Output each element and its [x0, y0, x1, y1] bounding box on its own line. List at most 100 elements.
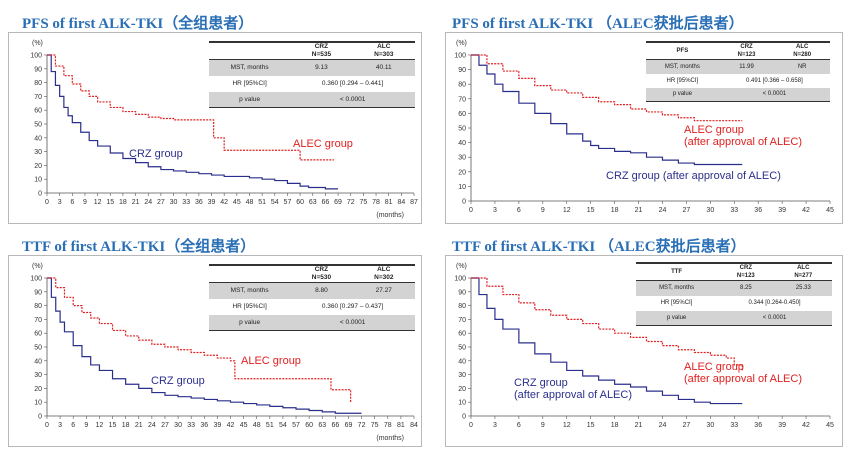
y-tick-label: 20: [34, 386, 42, 393]
y-tick-label: 70: [34, 94, 42, 101]
series-label-alec: (after approval of ALEC): [684, 373, 802, 385]
x-axis-label: (months): [376, 212, 404, 219]
y-tick-label: 20: [458, 386, 466, 393]
y-tick-label: 0: [462, 199, 466, 206]
table-header-crz: CRZ N=530: [290, 264, 353, 283]
table-row-label: p value: [646, 87, 719, 102]
x-tick-label: 45: [826, 422, 834, 429]
table-row-label: p value: [636, 310, 718, 326]
x-tick-label: 27: [157, 199, 165, 206]
x-tick-label: 45: [826, 207, 834, 214]
y-tick-label: 80: [34, 80, 42, 87]
y-tick-label: 0: [38, 414, 42, 421]
y-tick-label: 60: [458, 331, 466, 338]
table-row-label: HR [95%CI]: [666, 77, 699, 84]
panel-title-bl: TTF of first ALK-TKI（全组患者）: [22, 239, 256, 255]
y-axis-label: (%): [456, 40, 467, 47]
x-tick-label: 57: [284, 199, 292, 206]
x-tick-label: 72: [358, 422, 366, 429]
x-tick-label: 39: [213, 422, 221, 429]
y-tick-label: 30: [458, 155, 466, 162]
x-tick-label: 36: [754, 422, 762, 429]
x-tick-label: 75: [359, 199, 367, 206]
table-cell-p: < 0.0001: [290, 314, 415, 331]
y-tick-label: 10: [458, 184, 466, 191]
table-cell-alc: 27.27: [352, 282, 415, 299]
y-axis-label: (%): [32, 40, 43, 47]
summary-table-ttf-after: TTF CRZ N=123 ALC N=277 MST, months 8.25…: [636, 262, 832, 326]
x-tick-label: 18: [119, 199, 127, 206]
x-tick-label: 12: [563, 422, 571, 429]
x-tick-label: 33: [730, 422, 738, 429]
y-tick-label: 40: [458, 140, 466, 147]
series-label-alec: ALEC group: [241, 355, 301, 367]
x-tick-label: 0: [45, 422, 49, 429]
x-tick-label: 57: [292, 422, 300, 429]
table-row-label: p value: [209, 91, 291, 108]
y-tick-label: 90: [34, 289, 42, 296]
y-tick-label: 70: [34, 317, 42, 324]
y-tick-label: 10: [34, 400, 42, 407]
y-tick-label: 40: [34, 135, 42, 142]
x-tick-label: 21: [635, 422, 643, 429]
x-tick-label: 87: [410, 199, 418, 206]
x-tick-label: 0: [469, 207, 473, 214]
table-row-label: MST, months: [209, 59, 291, 76]
x-tick-label: 21: [135, 422, 143, 429]
x-tick-label: 66: [331, 422, 339, 429]
y-tick-label: 10: [34, 177, 42, 184]
summary-table-pfs-after: PFS CRZ N=123 ALC N=280 MST, months 11.9…: [646, 41, 830, 102]
table-header-alc: ALC N=302: [352, 264, 415, 283]
chart-panel-pfs-all: 0 10 20 30 40 50 60 70 80 90 100 0 3 6 9 12 15 18 21 24 27 30…: [8, 32, 422, 224]
table-header-alc: ALC N=277: [774, 262, 832, 281]
table-header-crz: CRZ N=535: [290, 41, 353, 60]
x-tick-label: 15: [109, 422, 117, 429]
y-tick-label: 0: [38, 191, 42, 198]
panel-title-br: TTF of first ALK-TKI （ALEC获批后患者）: [452, 239, 746, 255]
series-line-alec: [471, 54, 743, 122]
x-tick-label: 3: [58, 422, 62, 429]
y-tick-label: 90: [34, 66, 42, 73]
x-tick-label: 78: [384, 422, 392, 429]
series-line-alec: [47, 54, 334, 161]
series-label-alec: ALEC group: [684, 124, 744, 136]
x-tick-label: 75: [371, 422, 379, 429]
x-tick-label: 15: [106, 199, 114, 206]
x-tick-label: 6: [517, 422, 521, 429]
x-tick-label: 27: [683, 422, 691, 429]
x-tick-label: 42: [802, 207, 810, 214]
table-cell-hr: 0.360 [0.294 – 0.441]: [321, 80, 384, 87]
series-line-alec: [47, 277, 352, 403]
x-tick-label: 0: [45, 199, 49, 206]
x-tick-label: 36: [200, 422, 208, 429]
y-axis-label: (%): [32, 263, 43, 270]
table-header-crz: CRZ N=123: [717, 262, 775, 281]
y-tick-label: 60: [458, 111, 466, 118]
x-tick-label: 39: [208, 199, 216, 206]
y-tick-label: 100: [454, 53, 466, 60]
series-label-crz: CRZ group (after approval of ALEC): [606, 170, 781, 182]
table-cell-crz: 8.25: [717, 280, 775, 296]
x-tick-label: 15: [587, 207, 595, 214]
x-tick-label: 9: [84, 422, 88, 429]
x-tick-label: 84: [397, 199, 405, 206]
y-tick-label: 50: [458, 126, 466, 133]
table-row-label: p value: [209, 314, 291, 331]
table-row-label: HR [95%CI]: [232, 80, 267, 87]
y-tick-label: 50: [458, 345, 466, 352]
x-tick-label: 42: [802, 422, 810, 429]
x-tick-label: 12: [96, 422, 104, 429]
x-tick-label: 3: [493, 422, 497, 429]
x-tick-label: 51: [258, 199, 266, 206]
x-tick-label: 27: [161, 422, 169, 429]
x-tick-label: 63: [309, 199, 317, 206]
x-tick-label: 21: [132, 199, 140, 206]
table-cell-alc: 25.33: [774, 280, 832, 296]
x-tick-label: 81: [397, 422, 405, 429]
x-tick-label: 69: [345, 422, 353, 429]
table-cell-crz: 9.13: [290, 59, 353, 76]
table-header-alc: ALC N=303: [352, 41, 415, 60]
table-row-label: HR [95%CI]: [232, 303, 267, 310]
x-tick-label: 63: [318, 422, 326, 429]
